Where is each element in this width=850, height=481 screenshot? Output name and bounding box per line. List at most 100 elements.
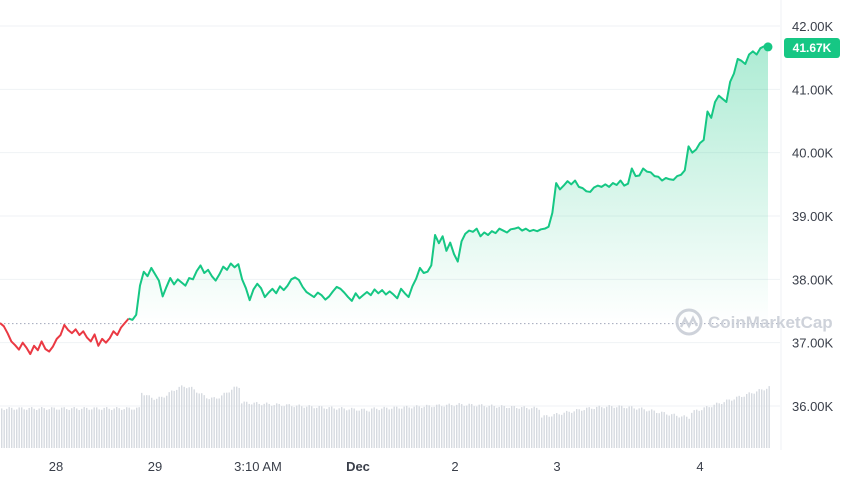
- volume-bar: [33, 408, 35, 448]
- volume-bar: [296, 405, 298, 448]
- volume-bar: [688, 418, 690, 448]
- volume-bar: [386, 407, 388, 448]
- x-tick-label: 29: [148, 459, 162, 474]
- volume-bar: [181, 385, 183, 448]
- volume-bar: [446, 404, 448, 448]
- volume-bar: [563, 412, 565, 448]
- volume-bar: [671, 414, 673, 448]
- volume-bar: [253, 402, 255, 448]
- volume-bar: [133, 409, 135, 448]
- volume-bar: [433, 406, 435, 448]
- volume-bar: [656, 413, 658, 448]
- volume-bar: [78, 409, 80, 448]
- volume-bar: [728, 399, 730, 448]
- volume-bar: [733, 399, 735, 448]
- volume-bar: [513, 405, 515, 448]
- volume-bar: [38, 408, 40, 448]
- volume-bar: [46, 409, 48, 448]
- volume-bar: [36, 409, 38, 448]
- volume-bar: [361, 408, 363, 448]
- volume-bar: [698, 410, 700, 448]
- volume-bar: [406, 405, 408, 448]
- price-area-fill: [128, 46, 768, 324]
- volume-bar: [321, 406, 323, 448]
- volume-bar: [626, 408, 628, 448]
- volume-bar: [353, 408, 355, 448]
- volume-bar: [373, 407, 375, 448]
- volume-bar: [301, 406, 303, 448]
- volume-bar: [191, 386, 193, 448]
- volume-bar: [343, 408, 345, 448]
- volume-bar: [598, 405, 600, 448]
- volume-bar: [206, 398, 208, 448]
- volume-bar: [323, 408, 325, 448]
- volume-bar: [293, 407, 295, 448]
- volume-bar: [411, 408, 413, 448]
- volume-bar: [696, 409, 698, 448]
- volume-bar: [333, 408, 335, 448]
- volume-bar: [488, 405, 490, 448]
- volume-bar: [491, 404, 493, 448]
- volume-bar: [61, 407, 63, 448]
- volume-bar: [256, 402, 258, 448]
- volume-bar: [493, 406, 495, 448]
- volume-bar: [328, 407, 330, 448]
- volume-bar: [276, 403, 278, 448]
- volume-bar: [556, 413, 558, 448]
- current-price-text: 41.67K: [793, 41, 832, 55]
- volume-bar: [153, 399, 155, 448]
- volume-bar: [463, 406, 465, 448]
- volume-bar: [246, 401, 248, 448]
- volume-bar: [393, 406, 395, 448]
- volume-bar: [481, 404, 483, 448]
- volume-bar: [428, 405, 430, 448]
- volume-bar: [653, 410, 655, 448]
- volume-bar: [201, 393, 203, 448]
- y-tick-label: 41.00K: [792, 82, 834, 97]
- volume-bar: [271, 405, 273, 448]
- volume-bar: [423, 406, 425, 448]
- volume-bar: [461, 404, 463, 448]
- volume-bar: [726, 399, 728, 448]
- volume-bar: [718, 403, 720, 448]
- volume-bar: [468, 403, 470, 448]
- volume-bar: [676, 415, 678, 448]
- volume-bar: [678, 417, 680, 448]
- volume-bar: [546, 415, 548, 448]
- volume-bar: [658, 413, 660, 448]
- volume-bar: [108, 408, 110, 448]
- volume-bar: [561, 414, 563, 448]
- volume-bar: [498, 406, 500, 448]
- volume-bar: [56, 409, 58, 448]
- volume-bar: [166, 395, 168, 448]
- volume-bar: [708, 407, 710, 448]
- volume-bar: [183, 386, 185, 448]
- volume-bar: [381, 408, 383, 448]
- volume-bar: [586, 407, 588, 448]
- volume-bar: [458, 403, 460, 448]
- volume-bar: [326, 408, 328, 448]
- volume-bar: [413, 406, 415, 448]
- volume-bar: [3, 409, 5, 448]
- volume-bar: [131, 409, 133, 448]
- volume-bar: [591, 408, 593, 448]
- volume-bar: [188, 387, 190, 448]
- volume-bar: [571, 412, 573, 448]
- volume-bar: [26, 409, 28, 448]
- volume-bar: [96, 407, 98, 448]
- volume-bar: [681, 416, 683, 448]
- volume-bar: [266, 402, 268, 448]
- volume-bar: [13, 409, 15, 448]
- volume-bar: [331, 406, 333, 448]
- volume-bar: [1, 408, 3, 448]
- volume-bar: [198, 393, 200, 448]
- volume-bar: [43, 408, 45, 448]
- volume-bar: [171, 390, 173, 448]
- volume-bar: [173, 390, 175, 448]
- volume-bar: [348, 409, 350, 448]
- volume-bar: [521, 407, 523, 448]
- volume-bar: [128, 407, 130, 448]
- volume-bar: [706, 406, 708, 448]
- volume-bar: [286, 404, 288, 448]
- volume-bar: [31, 407, 33, 448]
